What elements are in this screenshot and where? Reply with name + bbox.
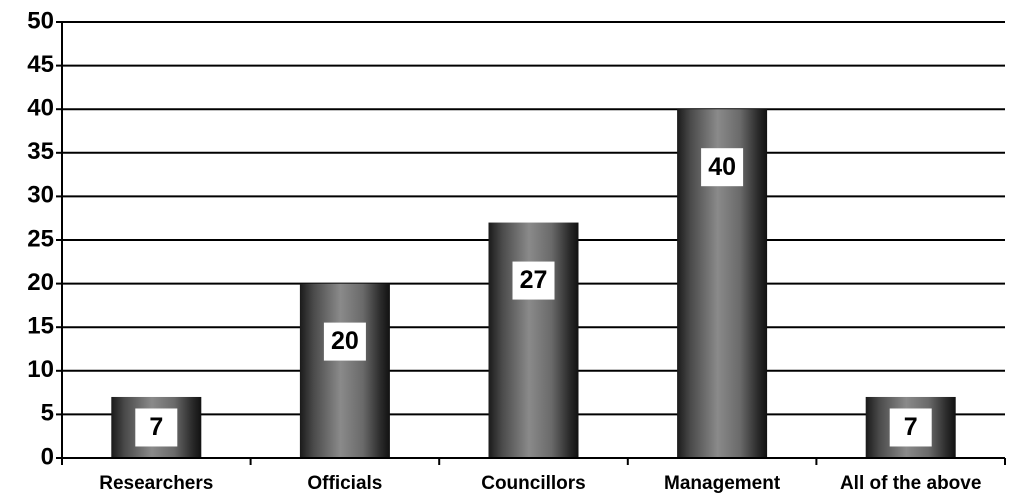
x-tick-label: Councillors [481,473,586,494]
y-tick-label: 35 [27,138,54,165]
value-label: 7 [149,413,163,441]
value-label: 7 [904,413,918,441]
y-tick-label: 25 [27,225,54,252]
value-label-box [323,322,366,361]
y-tick-label: 20 [27,269,54,296]
y-tick-label: 50 [27,7,54,34]
y-tick-label: 15 [27,313,54,340]
y-tick-label: 5 [41,400,54,427]
x-tick-label: Officials [307,473,382,494]
bar [488,222,579,458]
y-tick-label: 30 [27,182,54,209]
y-tick-label: 10 [27,356,54,383]
x-tick-label: All of the above [840,473,981,494]
y-tick-label: 40 [27,95,54,122]
value-label-box [889,408,932,447]
value-label: 20 [331,327,359,355]
value-label-box [701,148,744,187]
x-tick-label: Management [664,473,781,494]
y-tick-label: 0 [41,443,54,470]
value-label: 27 [520,266,548,294]
bar [299,283,390,458]
x-tick-label: Researchers [99,473,213,494]
value-label-box [135,408,178,447]
value-label: 40 [708,153,736,181]
value-label-box [512,261,555,300]
y-tick-label: 45 [27,51,54,78]
